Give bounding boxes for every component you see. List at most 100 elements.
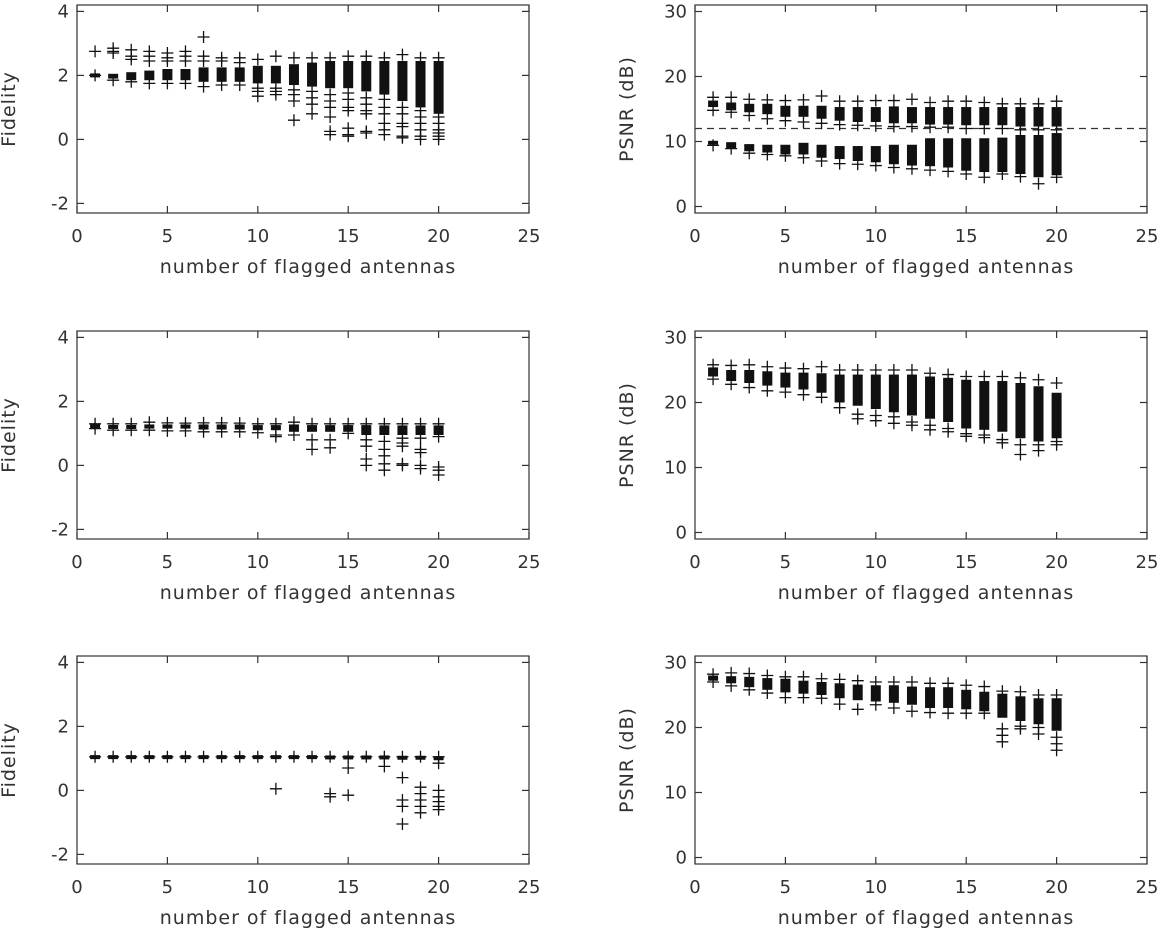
- data-point: [869, 94, 882, 107]
- data-point: [743, 93, 756, 106]
- x-axis-label: number of flagged antennas: [160, 582, 457, 604]
- data-point: [797, 670, 810, 683]
- data-point: [851, 119, 864, 132]
- data-point: [1032, 373, 1045, 386]
- data-point: [815, 90, 828, 102]
- data-point: [342, 762, 355, 774]
- data-point: [396, 459, 409, 472]
- data-point: [306, 107, 319, 120]
- data-point: [905, 705, 918, 718]
- data-point: [215, 750, 228, 763]
- data-point: [905, 93, 918, 106]
- data-point: [306, 443, 319, 456]
- data-point: [797, 151, 810, 164]
- data-point: [1050, 438, 1063, 451]
- x-tick-label: 5: [780, 877, 791, 898]
- data-point: [779, 386, 792, 399]
- data-cluster: [180, 69, 191, 81]
- data-point: [869, 119, 882, 132]
- plot-frame: [694, 330, 1148, 540]
- data-point: [942, 707, 955, 720]
- data-point: [324, 111, 337, 123]
- data-point: [179, 424, 192, 437]
- x-tick-label: 5: [162, 877, 173, 898]
- data-point: [978, 122, 991, 135]
- data-cluster: [1015, 383, 1026, 439]
- y-tick-label: 0: [676, 848, 687, 869]
- data-point: [107, 47, 120, 59]
- data-point: [396, 417, 409, 430]
- data-point: [179, 77, 192, 90]
- data-point: [1032, 177, 1045, 190]
- x-tick-label: 15: [337, 226, 360, 247]
- data-cluster: [433, 61, 444, 114]
- data-cluster: [816, 105, 827, 119]
- data-point: [107, 424, 120, 437]
- data-cluster: [943, 687, 954, 708]
- data-point: [924, 423, 937, 436]
- y-tick-label: 30: [664, 653, 687, 674]
- data-point: [396, 771, 409, 784]
- y-tick-label: 0: [58, 129, 69, 150]
- x-tick-label: 10: [246, 226, 269, 247]
- data-point: [143, 750, 156, 763]
- x-tick-label: 10: [246, 877, 269, 898]
- data-point: [924, 706, 937, 719]
- data-point: [978, 431, 991, 444]
- data-point: [851, 703, 864, 716]
- data-point: [306, 750, 319, 763]
- data-point: [432, 803, 445, 816]
- chart-psnr-bottom: 0 5 10 15 20 25 0 10 20 30 number of flagged anten…: [616, 653, 1158, 930]
- data-cluster: [1033, 107, 1044, 127]
- x-axis-label: number of flagged antennas: [160, 256, 457, 278]
- data-point: [306, 417, 319, 430]
- data-cluster: [1033, 135, 1044, 178]
- data-point: [924, 96, 937, 109]
- data-point: [743, 683, 756, 696]
- x-tick-label: 20: [427, 226, 450, 247]
- data-point: [89, 45, 102, 58]
- data-point: [707, 104, 720, 117]
- data-point: [125, 750, 138, 763]
- data-point: [414, 432, 427, 445]
- plot-frame: [76, 330, 530, 540]
- data-cluster: [780, 144, 791, 155]
- data-point: [287, 95, 300, 107]
- y-axis-label: Fidelity: [0, 71, 20, 147]
- data-point: [269, 782, 282, 795]
- data-point: [125, 424, 138, 437]
- data-point: [1032, 728, 1045, 740]
- data-point: [761, 384, 774, 397]
- x-tick-label: 25: [518, 877, 541, 898]
- y-tick-label: 30: [664, 328, 687, 349]
- data-point: [251, 426, 264, 439]
- data-cluster: [798, 105, 809, 117]
- data-point: [833, 95, 846, 108]
- data-point: [143, 55, 156, 67]
- data-point: [432, 757, 445, 770]
- data-point: [851, 158, 864, 171]
- chart-psnr-middle: 0 5 10 15 20 25 0 10 20 30 number of flagged anten…: [616, 328, 1158, 605]
- y-tick-label: 30: [664, 2, 687, 23]
- data-point: [414, 750, 427, 763]
- data-point: [378, 464, 391, 477]
- y-axis-label: PSNR (dB): [616, 56, 638, 162]
- data-cluster: [397, 425, 408, 435]
- y-tick-label: 10: [664, 132, 687, 153]
- data-cluster: [1015, 135, 1026, 174]
- data-point: [269, 750, 282, 763]
- data-point: [797, 93, 810, 106]
- data-point: [797, 362, 810, 375]
- data-point: [1014, 170, 1027, 183]
- data-point: [779, 114, 792, 127]
- data-point: [89, 422, 102, 435]
- data-point: [360, 440, 373, 453]
- y-tick-label: 10: [664, 783, 687, 804]
- data-point: [414, 462, 427, 475]
- data-point: [378, 417, 391, 430]
- data-point: [233, 425, 246, 438]
- data-point: [197, 750, 210, 763]
- data-cluster: [888, 106, 899, 124]
- data-point: [851, 674, 864, 687]
- data-point: [869, 159, 882, 172]
